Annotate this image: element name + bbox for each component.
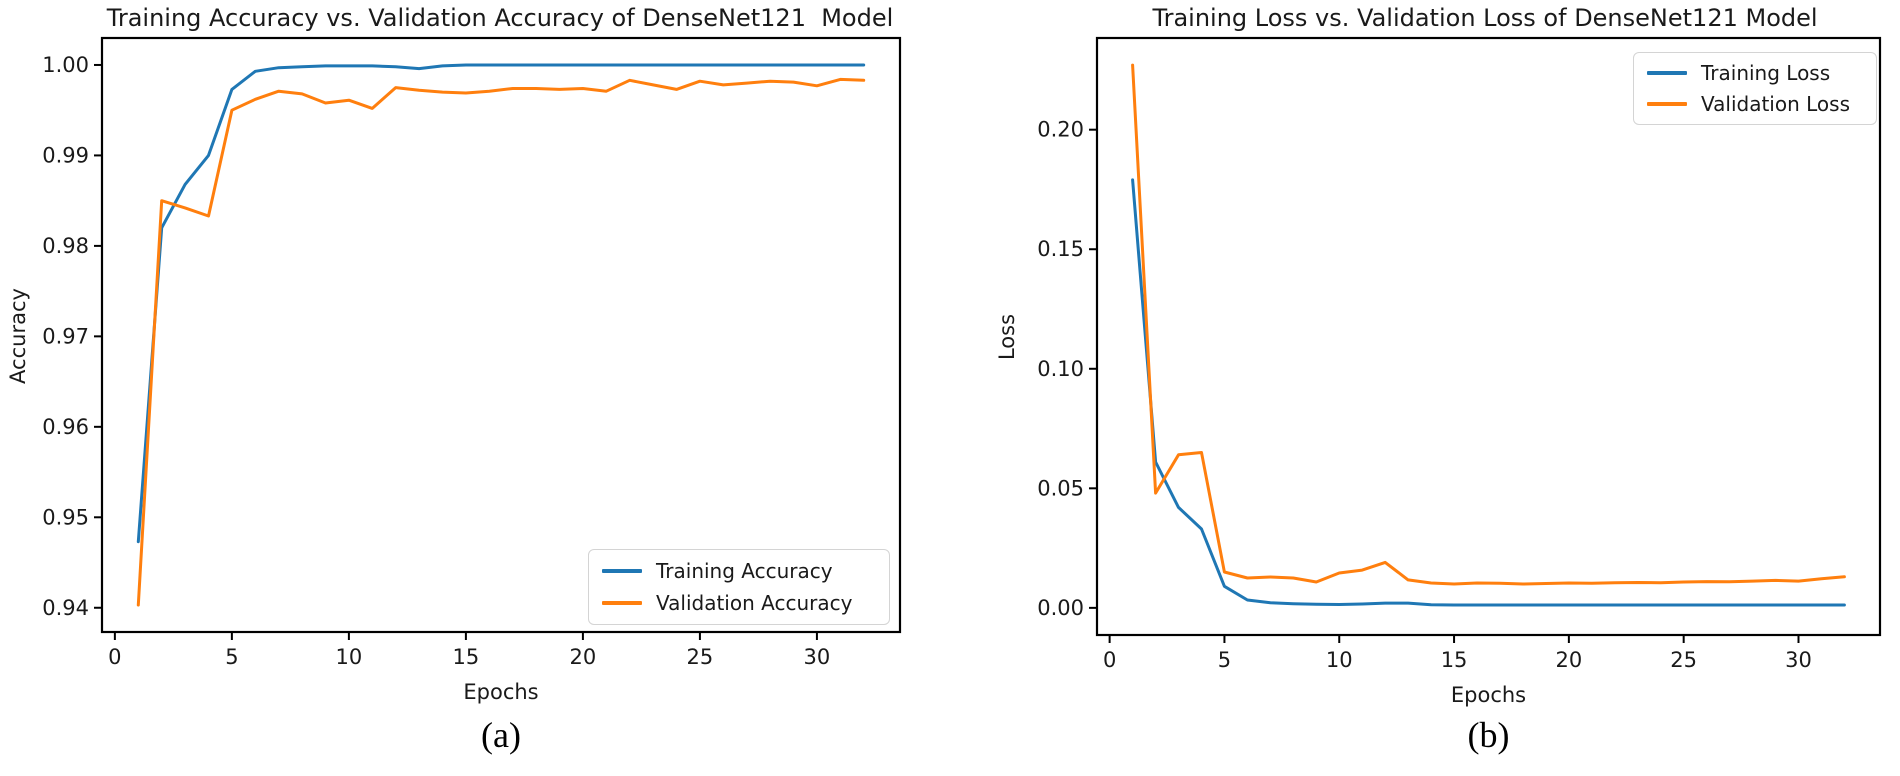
legend-entry-training-accuracy: Training Accuracy <box>602 559 889 583</box>
x-axis-tick-label: 10 <box>336 645 363 669</box>
accuracy-x-axis-label: Epochs <box>463 680 539 704</box>
accuracy-legend: Training Accuracy Validation Accuracy <box>588 549 890 625</box>
accuracy-chart-title: Training Accuracy vs. Validation Accurac… <box>106 4 894 32</box>
x-axis-tick-label: 10 <box>1326 648 1353 672</box>
figure-a-caption: (a) <box>481 715 521 755</box>
legend-entry-training-loss: Training Loss <box>1647 61 1876 85</box>
y-axis-tick-label: 0.96 <box>42 415 89 439</box>
validation-loss-legend-label: Validation Loss <box>1701 92 1850 117</box>
x-axis-tick-label: 25 <box>1670 648 1697 672</box>
y-axis-tick-label: 0.98 <box>42 234 89 258</box>
plot-border <box>1095 36 1882 637</box>
x-axis-tick-label: 20 <box>1555 648 1582 672</box>
validation-accuracy-line-swatch <box>602 601 642 606</box>
training-loss-line-swatch <box>1647 70 1687 75</box>
validation-loss-line-swatch <box>1647 102 1687 107</box>
loss-plot-area: 0 5 10 15 20 25 30 0.00 0.05 0.10 0.15 0.20 <box>1037 36 1882 672</box>
plot-border <box>100 36 902 634</box>
training-loss-legend-label: Training Loss <box>1701 60 1831 85</box>
legend-entry-validation-loss: Validation Loss <box>1647 92 1876 116</box>
validation-accuracy-legend-label: Validation Accuracy <box>656 591 853 616</box>
x-axis-tick-label: 0 <box>1103 648 1116 672</box>
series-line-training-accuracy <box>136 63 866 544</box>
y-axis-tick-label: 0.20 <box>1037 118 1084 142</box>
loss-legend: Training Loss Validation Loss <box>1633 52 1877 125</box>
accuracy-plot-area: 0 5 10 15 20 25 30 0.94 0.95 0.96 0.97 0.98 0.99 1.00 <box>42 36 902 669</box>
series-line-training-loss <box>1131 178 1846 607</box>
accuracy-chart-panel: Training Accuracy vs. Validation Accurac… <box>6 4 902 755</box>
training-accuracy-legend-label: Training Accuracy <box>656 558 833 583</box>
x-axis-tick-label: 5 <box>1218 648 1231 672</box>
x-axis-tick-label: 15 <box>1441 648 1468 672</box>
y-axis-tick-label: 1.00 <box>42 53 89 77</box>
x-axis-tick-label: 0 <box>108 645 121 669</box>
y-axis-tick-label: 0.99 <box>42 143 89 167</box>
x-axis-tick-label: 5 <box>225 645 238 669</box>
x-axis-tick-label: 15 <box>453 645 480 669</box>
y-axis-tick-label: 0.94 <box>42 596 89 620</box>
y-axis-tick-label: 0.15 <box>1037 237 1084 261</box>
y-axis-tick-label: 0.10 <box>1037 357 1084 381</box>
y-axis-tick-label: 0.95 <box>42 505 89 529</box>
x-axis-tick-label: 30 <box>1785 648 1812 672</box>
x-axis-tick-label: 25 <box>687 645 714 669</box>
loss-chart-title: Training Loss vs. Validation Loss of Den… <box>1152 4 1818 32</box>
x-axis-tick-label: 20 <box>570 645 597 669</box>
loss-x-axis-label: Epochs <box>1450 683 1527 707</box>
y-axis-tick-label: 0.00 <box>1037 596 1084 620</box>
figure-b-caption: (b) <box>1467 715 1510 755</box>
y-axis-tick-label: 0.05 <box>1037 476 1084 500</box>
y-axis-tick-label: 0.97 <box>42 324 89 348</box>
legend-entry-validation-accuracy: Validation Accuracy <box>602 591 889 615</box>
series-line-validation-loss <box>1131 63 1846 586</box>
training-accuracy-line-swatch <box>602 568 642 573</box>
x-axis-tick-label: 30 <box>804 645 831 669</box>
loss-chart-panel: Training Loss vs. Validation Loss of Den… <box>950 0 1900 776</box>
series-line-validation-accuracy <box>136 77 866 607</box>
